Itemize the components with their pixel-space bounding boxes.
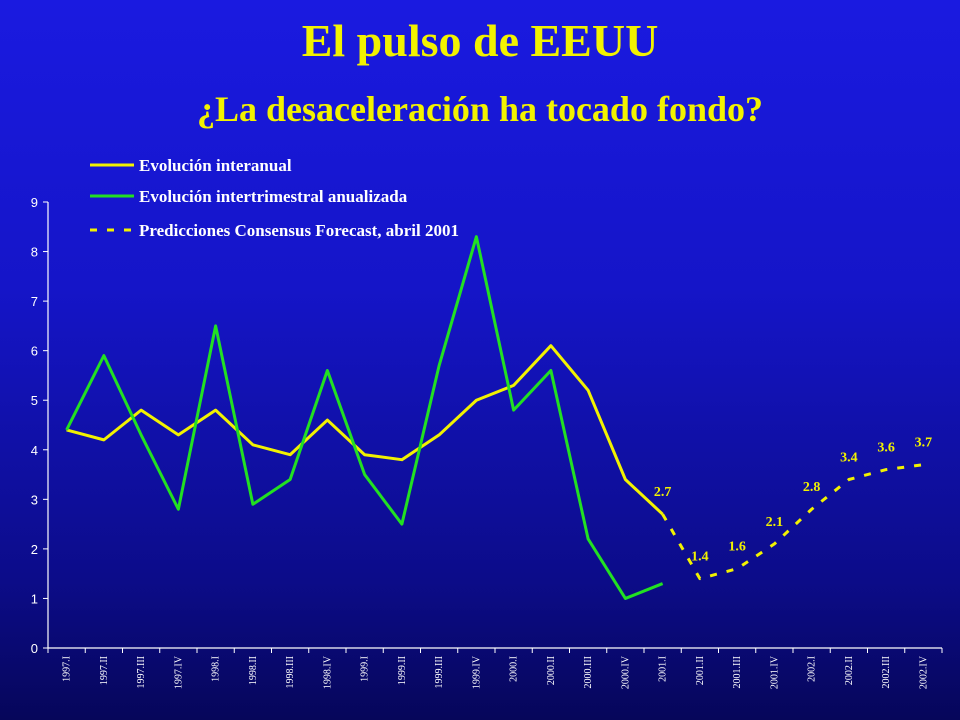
data-label: 3.4: [840, 451, 858, 466]
y-tick-label: 0: [31, 641, 38, 656]
x-tick-label: 2002.II: [844, 656, 855, 685]
chart-data-labels: 2.7 1.4 1.6 2.1 2.8 3.4 3.6 3.7: [654, 436, 932, 565]
x-tick-label: 2000.IV: [620, 655, 631, 689]
y-tick-label: 6: [31, 344, 38, 359]
chart-legend: Evolución interanual Evolución intertrime…: [90, 156, 459, 240]
chart-axes: [47, 202, 942, 649]
x-tick-label: 1998.I: [211, 656, 222, 682]
x-tick-label: 1997.II: [99, 656, 110, 685]
series-line-2: [65, 235, 664, 600]
x-tick-label: 2001.III: [732, 656, 743, 689]
y-tick-label: 1: [31, 591, 38, 606]
data-label: 3.6: [877, 441, 895, 456]
chart-series: [65, 235, 924, 600]
chart-title: El pulso de EEUU: [301, 15, 659, 66]
x-tick-label: 1999.II: [397, 656, 408, 685]
chart-subtitle: ¿La desaceleración ha tocado fondo?: [197, 89, 763, 129]
y-tick-label: 2: [31, 542, 38, 557]
x-tick-label: 2002.I: [807, 656, 818, 682]
series-line-1: [66, 344, 664, 516]
x-tick-label: 2001.I: [658, 656, 669, 682]
y-tick-label: 7: [31, 294, 38, 309]
y-tick-label: 8: [31, 245, 38, 260]
x-tick-label: 2002.III: [881, 656, 892, 689]
x-tick-label: 1999.III: [434, 656, 445, 689]
chart-ticks: 0 1 2 3 4 5 6 7 8 9 1997.I 1997.II 1997.III 1997.IV 19…: [31, 195, 943, 689]
y-tick-label: 9: [31, 195, 38, 210]
x-tick-label: 1997.I: [62, 656, 73, 682]
x-tick-label: 1998.III: [285, 656, 296, 689]
x-tick-label: 1998.II: [248, 656, 259, 685]
y-tick-label: 5: [31, 393, 38, 408]
x-tick-label: 2001.II: [695, 656, 706, 685]
x-tick-label: 1999.IV: [471, 655, 482, 689]
x-tick-label: 2001.IV: [769, 655, 780, 689]
data-label: 1.4: [691, 550, 709, 565]
legend-label-1: Evolución interanual: [139, 156, 292, 175]
legend-label-3: Predicciones Consensus Forecast, abril 2…: [139, 221, 459, 240]
x-tick-label: 2000.II: [546, 656, 557, 685]
x-tick-label: 2002.IV: [918, 655, 929, 689]
data-label: 2.1: [766, 515, 784, 530]
legend-label-2: Evolución intertrimestral anualizada: [139, 187, 408, 206]
x-tick-label: 1999.I: [360, 656, 371, 682]
data-label: 3.7: [915, 436, 933, 451]
x-tick-label: 2000.III: [583, 656, 594, 689]
data-label: 2.8: [803, 480, 821, 495]
x-tick-label: 1997.IV: [173, 655, 184, 689]
y-tick-label: 3: [31, 492, 38, 507]
data-label: 1.6: [728, 540, 746, 555]
x-tick-label: 1997.III: [136, 656, 147, 689]
x-tick-label: 2000.I: [509, 656, 520, 682]
y-tick-label: 4: [31, 443, 38, 458]
x-tick-label: 1998.IV: [322, 655, 333, 689]
data-label: 2.7: [654, 485, 672, 500]
